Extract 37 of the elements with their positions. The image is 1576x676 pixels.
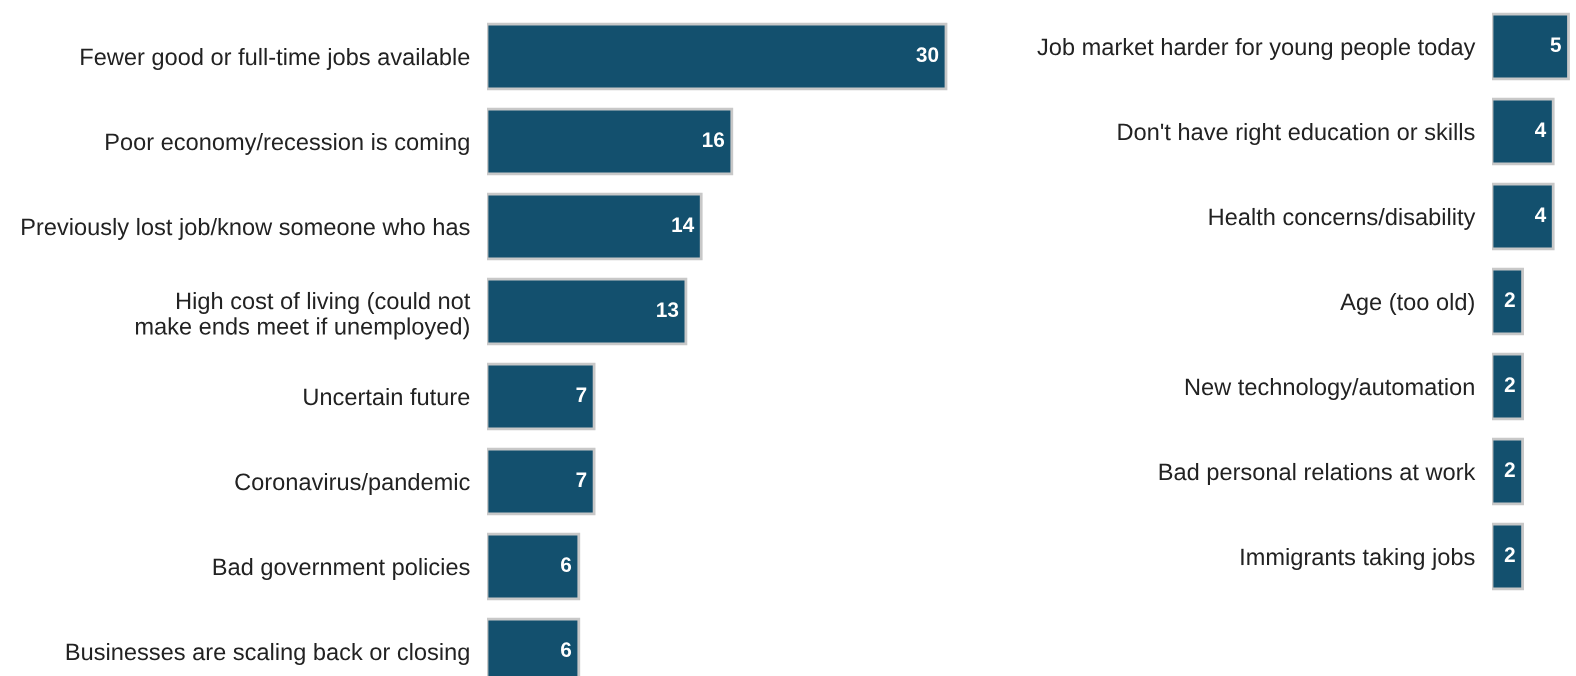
data-label: 2 [1504,292,1515,307]
y-tick-label: Don't have right education or skills [1118,122,1475,145]
y-tick-label: Bad government policies [213,557,470,580]
data-label: 6 [561,642,572,658]
bar [487,192,703,261]
bar [487,532,581,601]
data-label: 7 [576,472,587,487]
bar [487,107,734,176]
y-tick-label: Businesses are scaling back or closing [66,642,469,665]
y-tick-label: Uncertain future [304,387,470,406]
data-label: 2 [1504,547,1515,562]
y-tick-label: Job market harder for young people today [1037,37,1476,60]
y-tick-label: Previously lost job/know someone who has [22,217,470,240]
data-label: 2 [1504,462,1515,477]
data-label: 4 [1534,122,1547,137]
data-label: 5 [1550,37,1561,53]
y-tick-label: New technology/automation [1185,377,1474,400]
data-label: 13 [657,302,679,318]
data-label: 30 [916,47,939,63]
y-tick-label: Poor economy/recession is coming [106,132,469,155]
y-tick-label: Health concerns/disability [1209,207,1476,230]
y-tick-label: Immigrants taking jobs [1241,547,1475,570]
y-tick-label: Age (too old) [1340,292,1474,315]
y-tick-label: Bad personal relations at work [1159,462,1476,485]
data-label: 2 [1504,377,1515,392]
y-tick-label: Fewer good or full-time jobs available [81,47,470,70]
data-label: 7 [576,387,587,402]
data-label: 16 [703,132,725,148]
bar [487,277,688,346]
bar [487,22,948,91]
bar [487,447,596,516]
data-label: 4 [1534,207,1547,222]
data-label: 14 [672,217,695,232]
y-tick-label: Coronavirus/pandemic [235,472,470,495]
bar [487,362,596,431]
y-tick-label: High cost of living (could not make ends meet if unemployed) [135,291,471,340]
data-label: 6 [561,557,572,573]
